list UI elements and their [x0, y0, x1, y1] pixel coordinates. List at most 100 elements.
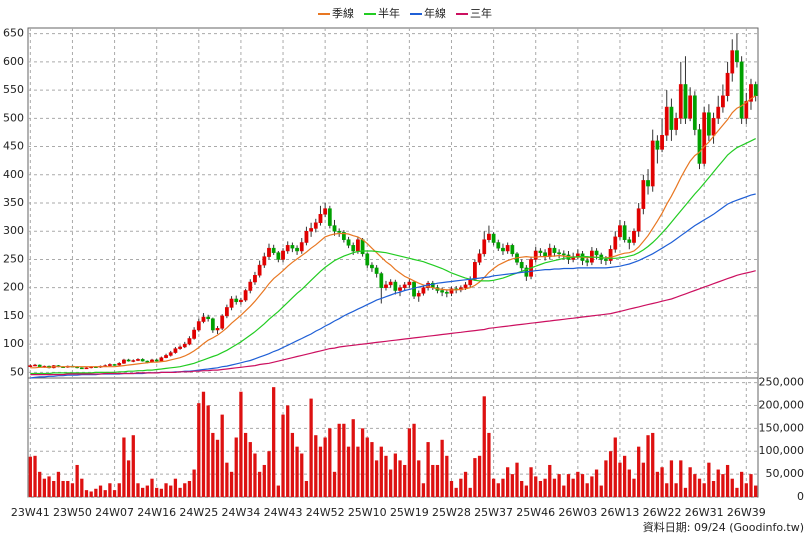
volume-bar — [342, 423, 346, 497]
volume-bar — [262, 464, 266, 497]
ma-line — [30, 270, 756, 376]
volume-bar — [548, 464, 552, 497]
candle-body — [309, 228, 313, 232]
volume-bar — [524, 485, 529, 497]
volume-bar — [286, 405, 290, 497]
candle-body — [327, 208, 332, 226]
x-tick-label: 24W52 — [306, 506, 345, 519]
candle-body — [210, 318, 215, 331]
candle-body — [201, 316, 206, 322]
candle-body — [730, 50, 735, 74]
candle-body — [519, 262, 524, 269]
volume-bar — [566, 474, 571, 497]
volume-bar — [534, 476, 538, 497]
volume-bar — [627, 469, 631, 497]
candle-body — [79, 367, 84, 370]
volume-bar — [346, 446, 351, 497]
candle-body — [538, 250, 543, 253]
legend-label: 三年 — [470, 6, 492, 20]
candle-body — [505, 245, 510, 252]
volume-bar — [754, 485, 758, 497]
volume-bar — [463, 471, 468, 497]
volume-bar — [267, 451, 271, 497]
candle-body — [253, 275, 257, 283]
candle-body — [725, 72, 730, 96]
candle-body — [28, 365, 33, 367]
volume-bar — [220, 414, 224, 497]
volume-bar — [590, 476, 594, 497]
candle-body — [398, 287, 402, 291]
candle-body — [173, 348, 178, 353]
candle-body — [604, 259, 608, 261]
y-tick-label: 150 — [3, 309, 24, 322]
x-tick-label: 24W43 — [264, 506, 303, 519]
x-tick-label: 24W25 — [179, 506, 218, 519]
volume-bar — [622, 455, 627, 497]
candle-body — [487, 233, 491, 240]
volume-bar — [351, 419, 355, 497]
candle-body — [271, 247, 276, 253]
volume-bar — [300, 453, 304, 497]
candle-body — [697, 129, 702, 164]
x-tick-label: 25W37 — [474, 506, 513, 519]
volume-bar — [98, 485, 103, 497]
volume-bar — [730, 478, 734, 497]
volume-bar — [122, 437, 126, 497]
legend-label: 年線 — [424, 6, 446, 20]
plot-frame — [27, 27, 759, 498]
candle-body — [154, 359, 159, 362]
volume-bar — [440, 439, 444, 497]
candle-body — [407, 281, 412, 286]
candle-body — [646, 180, 650, 187]
volume-bar — [702, 483, 706, 497]
volume-bar — [697, 478, 702, 497]
candle-body — [664, 106, 669, 136]
volume-bar — [155, 487, 159, 497]
x-tick-label: 26W31 — [685, 506, 724, 519]
volume-bar — [318, 446, 323, 497]
candle-body — [206, 316, 211, 319]
volume-bar — [356, 446, 360, 497]
y-tick-label: 450 — [3, 140, 24, 153]
candle-body — [632, 230, 636, 243]
volume-bar — [66, 480, 70, 497]
volume-bar — [735, 487, 739, 497]
candle-body — [627, 239, 632, 243]
volume-bar — [707, 462, 711, 497]
candle-body — [356, 239, 360, 252]
volume-bar — [403, 464, 407, 497]
volume-bar — [52, 480, 56, 497]
volume-bar — [112, 490, 117, 497]
candle-body — [248, 281, 253, 291]
volume-bar — [716, 469, 720, 497]
volume-bar — [473, 458, 477, 497]
volume-bar — [538, 480, 543, 497]
candle-body — [678, 84, 683, 119]
candle-body — [716, 106, 721, 119]
volume-bar — [295, 446, 299, 497]
candle-body — [136, 359, 140, 361]
volume-bar — [585, 483, 589, 497]
volume-bar — [520, 480, 524, 497]
volume-bar — [178, 487, 182, 497]
volume-bar — [33, 455, 37, 497]
candle-body — [267, 247, 271, 257]
candle-body — [669, 106, 674, 130]
volume-bar — [651, 432, 655, 497]
candle-body — [608, 249, 613, 261]
volume-bar — [164, 483, 168, 497]
volume-bar — [501, 478, 505, 497]
volume-bar — [543, 478, 547, 497]
legend-label: 半年 — [378, 6, 400, 20]
volume-bar — [491, 478, 496, 497]
volume-bar — [379, 446, 383, 497]
candle-body — [650, 140, 655, 187]
y-tick-label: 600 — [3, 55, 24, 68]
volume-bar — [496, 483, 500, 497]
candle-body — [318, 214, 323, 224]
candle-body — [702, 112, 707, 164]
candle-body — [37, 364, 42, 367]
candle-body — [557, 252, 562, 255]
candle-body — [281, 250, 285, 260]
